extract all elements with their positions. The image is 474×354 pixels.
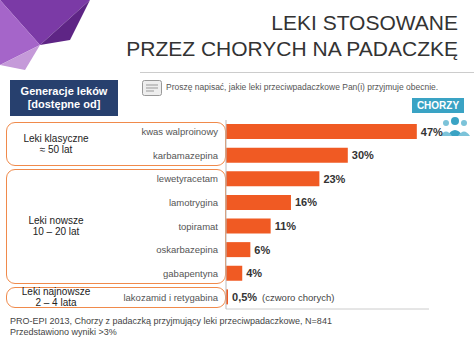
html-text:Przedstawiono wyniki >3%: Przedstawiono wyniki >3% — [10, 327, 117, 337]
html-text:PRZEZ CHORYCH NA PADACZKĘ: PRZEZ CHORYCH NA PADACZKĘ — [126, 37, 458, 60]
html-text:2 – 4 lata: 2 – 4 lata — [35, 297, 77, 309]
svg-text:topiramat: topiramat — [178, 221, 218, 232]
svg-text:kwas walproinowy: kwas walproinowy — [141, 126, 218, 137]
html-text:PRO-EPI 2013, Chorzy z padaczk: PRO-EPI 2013, Chorzy z padaczką przyjmuj… — [10, 316, 332, 326]
svg-text:4%: 4% — [246, 267, 262, 279]
html-text:Leki klasyczne: Leki klasyczne — [23, 132, 89, 144]
html-text:Leki nowsze: Leki nowsze — [28, 215, 84, 227]
html-text:Leki najnowsze: Leki najnowsze — [21, 286, 91, 298]
svg-text:lakozamid i retygabina: lakozamid i retygabina — [123, 292, 218, 303]
html-text:LEKI STOSOWANE: LEKI STOSOWANE — [271, 11, 458, 34]
svg-text:47%: 47% — [421, 126, 443, 138]
svg-text:lamotrygina: lamotrygina — [169, 197, 219, 208]
html-text:10 – 20 lat: 10 – 20 lat — [32, 226, 80, 238]
svg-text:30%: 30% — [352, 149, 374, 161]
svg-text:11%: 11% — [275, 220, 297, 232]
svg-text:16%: 16% — [295, 196, 317, 208]
svg-text:6%: 6% — [254, 244, 270, 256]
svg-text:gabapentyna: gabapentyna — [163, 268, 219, 279]
html-text:≈ 50 lat: ≈ 50 lat — [39, 143, 73, 155]
svg-text:0,5%(czworo chorych): 0,5%(czworo chorych) — [232, 291, 334, 303]
html-text:CHORZY: CHORZY — [416, 100, 460, 111]
svg-text:lewetyracetam: lewetyracetam — [157, 173, 218, 184]
html-text:Proszę napisać, jakie leki prz: Proszę napisać, jakie leki przeciwpadacz… — [166, 82, 439, 92]
svg-text:karbamazepina: karbamazepina — [153, 150, 219, 161]
html-text:Generacje leków [dostępne od]: Generacje leków [dostępne od] — [20, 85, 108, 110]
svg-text:23%: 23% — [323, 173, 345, 185]
svg-text:oskarbazepina: oskarbazepina — [156, 244, 219, 255]
